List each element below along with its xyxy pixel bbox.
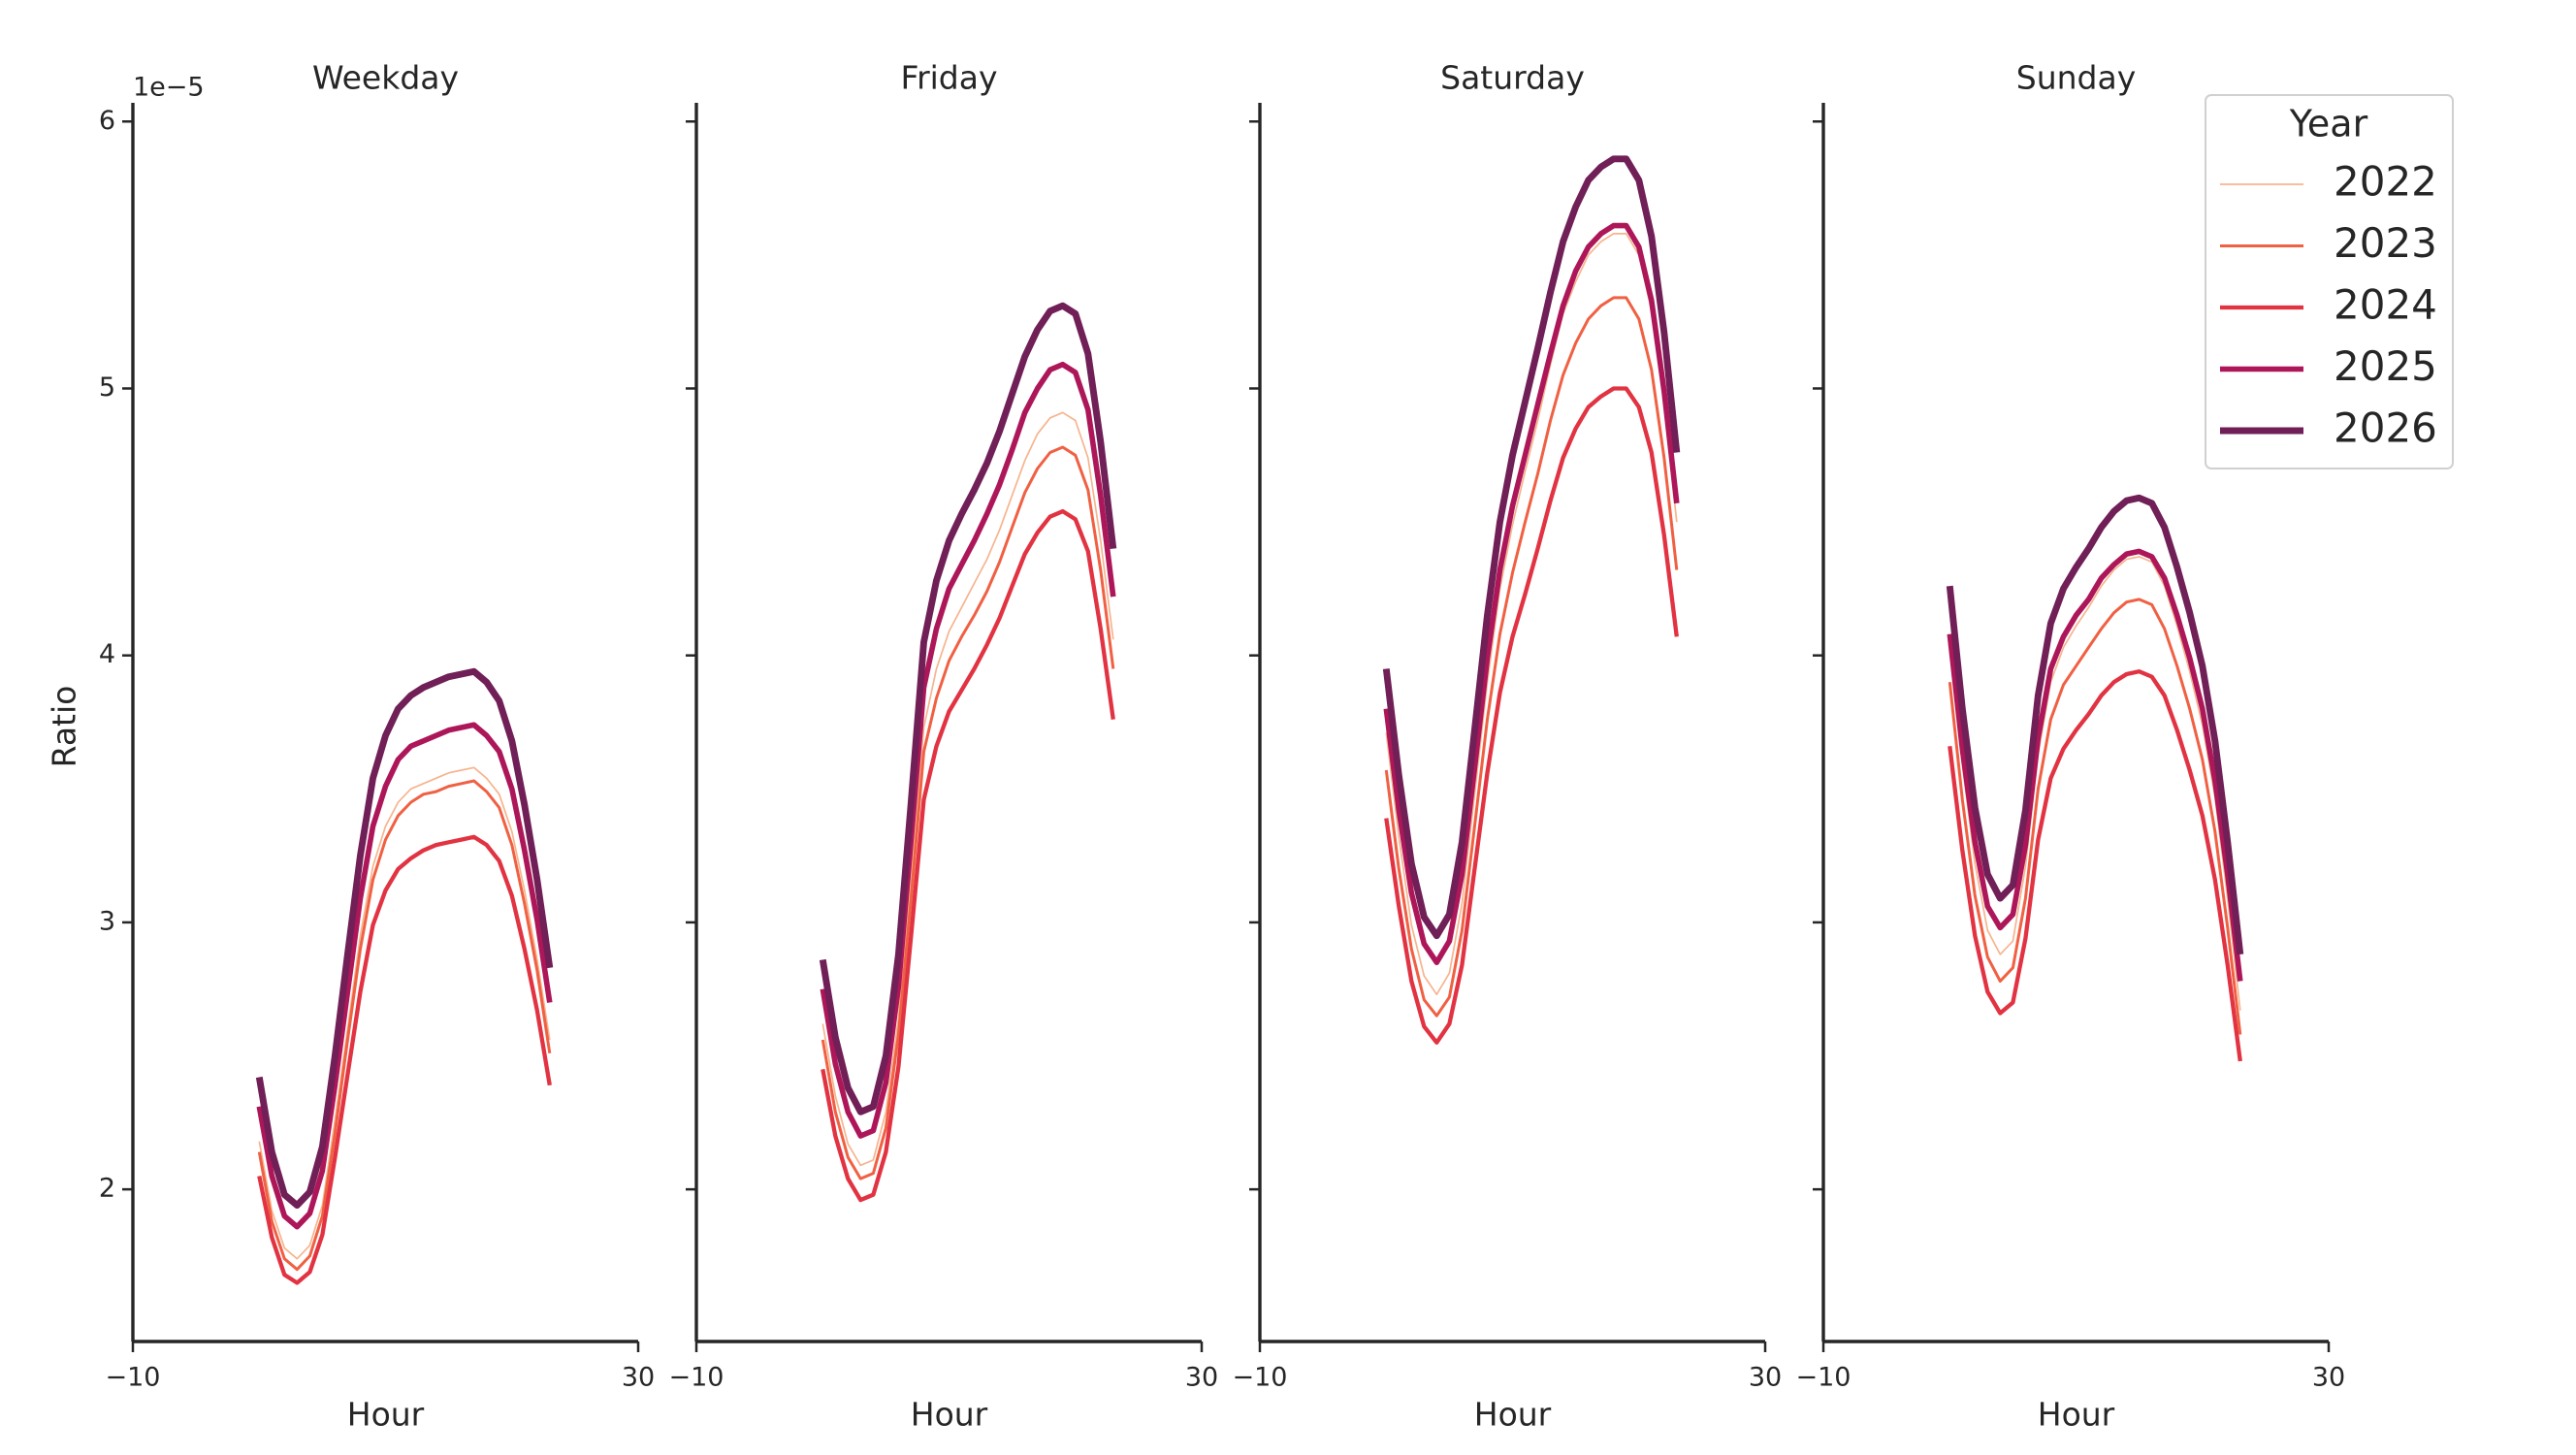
series-line [1946,494,2244,955]
y-tick-label: 4 [99,639,115,669]
legend-frame [2205,94,2454,469]
panel-title: Sunday [2016,59,2136,97]
legend-label: 2023 [2334,219,2437,267]
series-line [257,834,552,1285]
legend-title: Year [2289,103,2368,146]
series-line [1383,222,1680,966]
series-line [1385,233,1678,996]
panel-title: Saturday [1440,59,1585,97]
series-line [257,779,552,1272]
series-line [1947,548,2243,982]
series-line [821,411,1114,1167]
legend-label: 2026 [2334,404,2437,452]
series-line [1384,386,1679,1045]
legend-label: 2025 [2334,342,2437,390]
legend: Year 2022 2023 2024 2025 2026 [2205,94,2454,469]
y-tick-label: 5 [99,372,115,403]
series-line [1948,669,2242,1062]
x-tick-label: 30 [1749,1363,1782,1393]
series-line [821,445,1115,1180]
x-tick-label: 30 [2312,1363,2345,1393]
series-line [819,302,1117,1116]
x-tick-label: −10 [1796,1363,1852,1393]
x-axis-label: Hour [2038,1396,2115,1434]
x-tick-label: 30 [1185,1363,1218,1393]
x-tick-label: −10 [1233,1363,1288,1393]
y-tick-label: 6 [99,106,115,136]
y-tick-label: 3 [99,906,115,936]
series-line [258,766,551,1260]
legend-label: 2022 [2334,158,2437,206]
x-tick-label: 30 [622,1363,655,1393]
series-line [1382,155,1681,940]
panel-title: Weekday [312,59,459,97]
y-axis-label: Ratio [46,686,83,768]
series-line [1948,598,2242,1035]
x-tick-label: −10 [669,1363,724,1393]
legend-label: 2024 [2334,281,2437,329]
series-line [256,722,553,1230]
series-line [255,667,554,1210]
x-axis-label: Hour [1474,1396,1552,1434]
y-offset-label: 1e−5 [133,73,205,103]
x-tick-label: −10 [106,1363,161,1393]
y-tick-label: 2 [99,1174,115,1204]
series-line [1384,296,1679,1018]
series-line [821,508,1115,1203]
x-axis-label: Hour [347,1396,425,1434]
series-line [1948,556,2241,1011]
series-line [820,361,1116,1139]
panel-title: Friday [900,59,997,97]
x-axis-label: Hour [911,1396,988,1434]
